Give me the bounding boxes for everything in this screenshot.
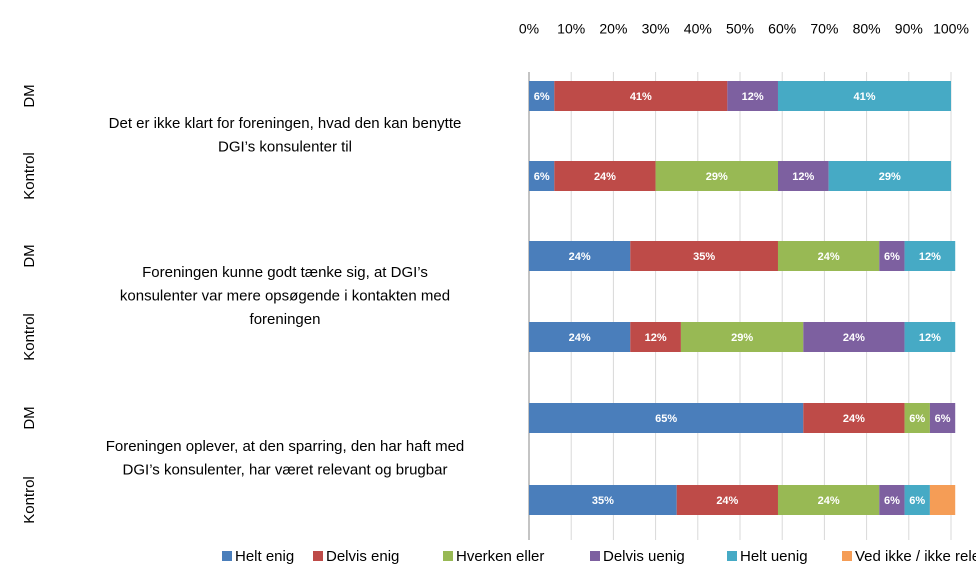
data-label: 24% (843, 332, 865, 344)
bar-segment (879, 485, 905, 515)
bar-segment (828, 161, 951, 191)
data-label: 12% (919, 251, 941, 263)
data-label: 29% (706, 171, 728, 183)
question-label: DGI’s konsulenter til (218, 139, 352, 156)
row-label: DM (21, 84, 38, 107)
data-label: 24% (716, 495, 738, 507)
data-label: 24% (843, 413, 865, 425)
data-label: 6% (935, 413, 951, 425)
row-label: DM (21, 244, 38, 267)
data-label: 29% (731, 332, 753, 344)
x-tick-label: 80% (853, 21, 881, 37)
bar-segment (529, 403, 804, 433)
x-tick-label: 90% (895, 21, 923, 37)
data-label: 6% (884, 251, 900, 263)
bar-segment (904, 485, 930, 515)
bar-segment (879, 241, 905, 271)
bar-segment (680, 322, 804, 352)
data-label: 35% (693, 251, 715, 263)
bar-segment (929, 485, 956, 515)
data-label: 6% (534, 171, 550, 183)
x-tick-label: 70% (810, 21, 838, 37)
legend-label: Helt enig (235, 548, 294, 565)
bar-segment (529, 161, 555, 191)
data-label: 41% (853, 91, 875, 103)
data-label: 24% (818, 251, 840, 263)
question-label: DGI’s konsulenter, har været relevant og… (123, 462, 448, 479)
data-label: 41% (630, 91, 652, 103)
bar-segment (803, 403, 905, 433)
legend-swatch (222, 551, 232, 561)
row-label: Kontrol (21, 152, 38, 200)
data-label: 29% (879, 171, 901, 183)
data-label: 24% (569, 332, 591, 344)
bar-segment (777, 81, 951, 111)
legend-swatch (727, 551, 737, 561)
bar-segment (777, 241, 880, 271)
x-tick-label: 100% (933, 21, 969, 37)
legend-label: Delvis uenig (603, 548, 685, 565)
bar-segment (529, 322, 631, 352)
bar-segment (803, 322, 905, 352)
x-tick-label: 30% (642, 21, 670, 37)
x-tick-label: 20% (599, 21, 627, 37)
bar-segment (777, 161, 829, 191)
row-label: Kontrol (21, 476, 38, 524)
legend-swatch (443, 551, 453, 561)
data-label: 6% (909, 495, 925, 507)
x-tick-label: 60% (768, 21, 796, 37)
row-label: DM (21, 406, 38, 429)
question-label: konsulenter var mere opsøgende i kontakt… (120, 287, 450, 304)
bar-segment (727, 81, 778, 111)
data-label: 24% (594, 171, 616, 183)
bar-segment (529, 241, 631, 271)
legend-label: Delvis enig (326, 548, 399, 565)
bar-segment (630, 241, 778, 271)
data-label: 6% (534, 91, 550, 103)
bar-segment (554, 81, 728, 111)
data-label: 12% (645, 332, 667, 344)
legend-label: Hverken eller (456, 548, 544, 565)
data-label: 35% (592, 495, 614, 507)
x-tick-label: 10% (557, 21, 585, 37)
legend-label: Ved ikke / ikke relevant (855, 548, 976, 565)
data-label: 65% (655, 413, 677, 425)
bar-segment (904, 241, 956, 271)
bar-segment (929, 403, 956, 433)
data-label: 24% (818, 495, 840, 507)
x-tick-label: 40% (684, 21, 712, 37)
data-label: 6% (884, 495, 900, 507)
legend-swatch (590, 551, 600, 561)
legend-label: Helt uenig (740, 548, 808, 565)
x-tick-label: 0% (519, 21, 539, 37)
question-label: Foreningen oplever, at den sparring, den… (106, 438, 465, 455)
bar-segment (529, 81, 555, 111)
data-label: 12% (742, 91, 764, 103)
legend-swatch (842, 551, 852, 561)
legend-swatch (313, 551, 323, 561)
data-label: 12% (792, 171, 814, 183)
bar-segment (676, 485, 778, 515)
bar-segment (904, 403, 930, 433)
bar-segment (777, 485, 880, 515)
question-label: Det er ikke klart for foreningen, hvad d… (109, 115, 462, 132)
x-tick-label: 50% (726, 21, 754, 37)
data-label: 6% (909, 413, 925, 425)
bar-segment (630, 322, 681, 352)
bar-segment (904, 322, 956, 352)
bar-segment (554, 161, 656, 191)
row-label: Kontrol (21, 313, 38, 361)
question-label: Foreningen kunne godt tænke sig, at DGI’… (142, 264, 428, 281)
bar-segment (655, 161, 778, 191)
question-label: foreningen (250, 311, 321, 328)
data-label: 12% (919, 332, 941, 344)
bar-segment (529, 485, 677, 515)
data-label: 24% (569, 251, 591, 263)
